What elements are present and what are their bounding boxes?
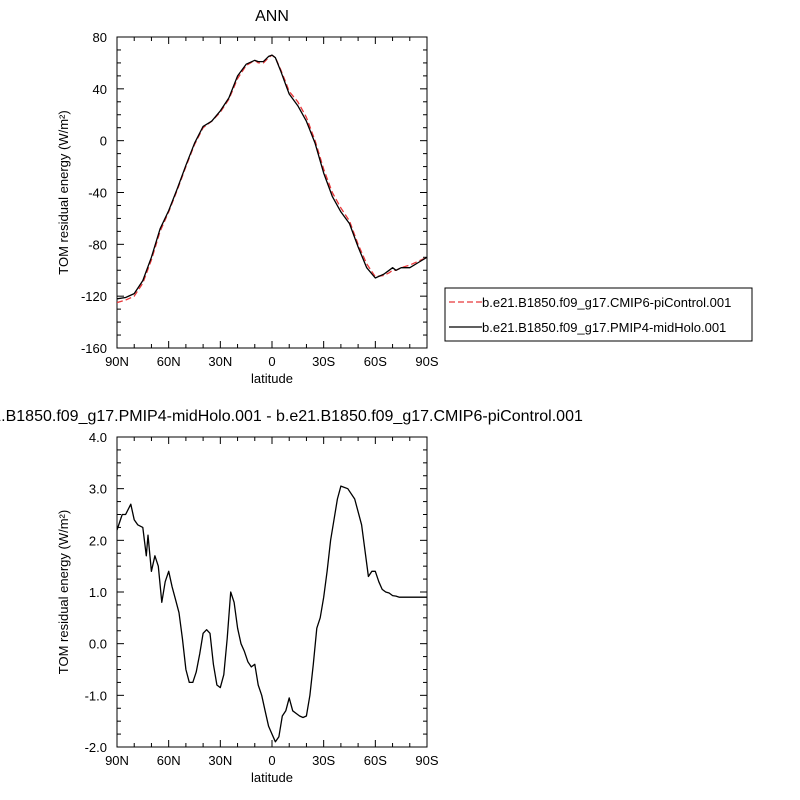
series-line-0 [117, 485, 427, 743]
y-tick-label: -40 [88, 186, 107, 201]
y-tick-label: 3.0 [89, 482, 107, 497]
x-tick-label: 0 [268, 354, 275, 369]
x-tick-label: 30S [312, 354, 335, 369]
plot-title: b.e21.B1850.f09_g17.PMIP4-midHolo.001 - … [0, 408, 583, 425]
x-tick-label: 60S [364, 753, 387, 768]
x-tick-label: 60S [364, 354, 387, 369]
y-tick-label: -1.0 [85, 688, 107, 703]
bottom-plot: 90N 60N 30N 0 30S 60S 90S -2.0 -1.0 0.0 1.0 2.0 3.0 4… [0, 408, 583, 785]
plot-frame [116, 36, 428, 349]
y-axis-label: TOM residual energy (W/m²) [56, 510, 71, 674]
legend-entry-0: b.e21.B1850.f09_g17.CMIP6-piControl.001 [482, 295, 731, 310]
x-tick-label: 30N [208, 354, 232, 369]
legend-entry-1: b.e21.B1850.f09_g17.PMIP4-midHolo.001 [482, 320, 726, 335]
y-tick-label: -2.0 [85, 740, 107, 755]
y-tick-label: 80 [93, 30, 107, 45]
y-tick-label: 1.0 [89, 585, 107, 600]
y-tick-label: -160 [81, 341, 107, 356]
x-tick-label: 0 [268, 753, 275, 768]
y-axis-label: TOM residual energy (W/m²) [56, 110, 71, 274]
series-line-1 [117, 54, 427, 300]
x-tick-label: 30N [208, 753, 232, 768]
legend-box [444, 287, 753, 342]
y-tick-label: 4.0 [89, 430, 107, 445]
y-tick-label: -120 [81, 289, 107, 304]
y-tick-label: 0.0 [89, 637, 107, 652]
y-tick-label: -80 [88, 237, 107, 252]
x-tick-label: 90N [105, 753, 129, 768]
series-line-0 [117, 54, 427, 304]
y-tick-label: 0 [100, 134, 107, 149]
y-tick-label: 2.0 [89, 533, 107, 548]
x-axis-label: latitude [251, 770, 293, 785]
top-plot: 90N 60N 30N 0 30S 60S 90S -160 -120 -80 -40 0 40 80 AN… [56, 8, 439, 386]
y-tick-label: 40 [93, 82, 107, 97]
x-tick-label: 60N [157, 753, 181, 768]
x-tick-label: 30S [312, 753, 335, 768]
x-tick-label: 90N [105, 354, 129, 369]
x-tick-label: 90S [415, 354, 438, 369]
x-axis-label: latitude [251, 371, 293, 386]
legend: b.e21.B1850.f09_g17.CMIP6-piControl.001b… [444, 287, 753, 342]
x-tick-label: 90S [415, 753, 438, 768]
x-tick-label: 60N [157, 354, 181, 369]
plot-title: ANN [255, 8, 289, 25]
